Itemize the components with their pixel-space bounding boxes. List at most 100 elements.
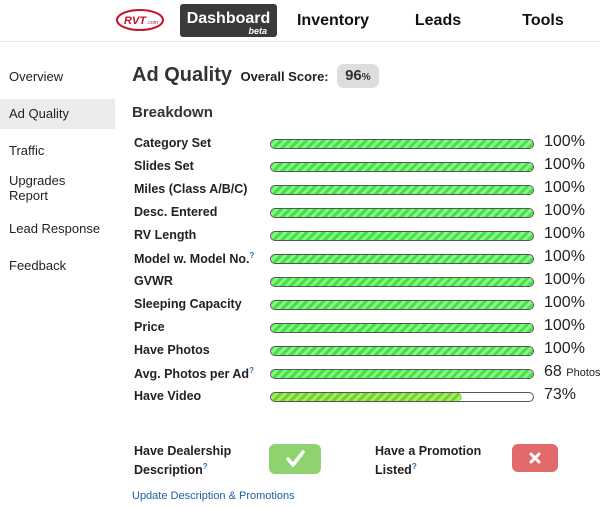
dealership-description-label: Have Dealership Description? — [134, 444, 231, 478]
dealership-status-button[interactable] — [269, 444, 321, 474]
help-icon[interactable]: ? — [249, 366, 254, 375]
breakdown-row-value: 100% — [544, 317, 585, 335]
breakdown-row-value: 100% — [544, 225, 585, 243]
title-row: Ad Quality Overall Score: 96% — [132, 64, 379, 94]
breakdown-row-label-text: Avg. Photos per Ad — [134, 367, 250, 382]
sidebar: Overview Ad Quality Traffic Upgrades Rep… — [0, 62, 115, 281]
score-bar-fill — [271, 163, 533, 171]
overall-score-badge: 96% — [337, 64, 379, 88]
score-bar — [270, 162, 534, 172]
score-bar-fill — [271, 255, 533, 263]
dealership-help-icon[interactable]: ? — [202, 462, 208, 471]
nav-leads[interactable]: Leads — [414, 12, 462, 29]
score-bar-fill — [271, 324, 533, 332]
breakdown-row-value: 100% — [544, 156, 585, 174]
nav-tools[interactable]: Tools — [522, 12, 564, 29]
breakdown-row: GVWR 100% — [134, 270, 600, 293]
breakdown-row-label-text: GVWR — [134, 274, 173, 288]
score-bar — [270, 392, 534, 402]
score-bar-fill — [271, 209, 533, 217]
sidebar-item-upgrades-report[interactable]: Upgrades Report — [9, 173, 66, 203]
breakdown-row: Category Set 100% — [134, 132, 600, 155]
breakdown-row-label: Avg. Photos per Ad? — [134, 366, 254, 381]
breakdown-row: RV Length 100% — [134, 224, 600, 247]
beta-badge: beta — [248, 26, 267, 36]
breakdown-row-label-text: Miles (Class A/B/C) — [134, 182, 248, 196]
breakdown-row-label-text: Have Photos — [134, 343, 210, 357]
breakdown-row-value: 100% — [544, 271, 585, 289]
breakdown-row-label: Price — [134, 320, 165, 334]
score-bar — [270, 277, 534, 287]
breakdown-row-value: 100% — [544, 202, 585, 220]
score-bar-fill — [271, 278, 533, 286]
breakdown-row: Sleeping Capacity 100% — [134, 293, 600, 316]
breakdown-row: Slides Set 100% — [134, 155, 600, 178]
promotion-help-icon[interactable]: ? — [411, 462, 417, 471]
rvt-logo[interactable]: RVT .com — [116, 9, 164, 31]
sidebar-item-feedback[interactable]: Feedback — [9, 258, 67, 273]
breakdown-row-value: 68 Photos — [544, 363, 600, 381]
dealership-label-line2: Description — [134, 463, 203, 478]
score-bar — [270, 300, 534, 310]
nav-dashboard[interactable]: Dashboard beta — [180, 4, 277, 37]
score-bar — [270, 185, 534, 195]
promotion-label-line2: Listed — [375, 463, 412, 478]
breakdown-row-value: 100% — [544, 248, 585, 266]
breakdown-row-label-text: Slides Set — [134, 159, 194, 173]
score-bar — [270, 139, 534, 149]
breakdown-row-label-text: Sleeping Capacity — [134, 297, 242, 311]
breakdown-row-label: GVWR — [134, 274, 173, 288]
breakdown-row-label: Have Photos — [134, 343, 210, 357]
breakdown-row: Avg. Photos per Ad? 68 Photos — [134, 362, 600, 385]
breakdown-row-value-number: 100% — [544, 271, 585, 288]
breakdown-row-label: Sleeping Capacity — [134, 297, 242, 311]
svg-text:.com: .com — [147, 20, 158, 26]
sidebar-item-traffic[interactable]: Traffic — [9, 143, 45, 158]
breakdown-row-value-number: 100% — [544, 133, 585, 150]
breakdown-row-value-number: 73% — [544, 386, 577, 403]
breakdown-row-value: 73% — [544, 386, 576, 404]
check-icon — [286, 450, 305, 467]
breakdown-row-value-number: 100% — [544, 248, 585, 265]
breakdown-row: Miles (Class A/B/C) 100% — [134, 178, 600, 201]
breakdown-row: Desc. Entered 100% — [134, 201, 600, 224]
breakdown-row-value-number: 100% — [544, 202, 585, 219]
promotion-label-line1: Have a Promotion — [375, 444, 482, 458]
nav-inventory[interactable]: Inventory — [296, 12, 369, 29]
breakdown-row-label-text: RV Length — [134, 228, 197, 242]
svg-text:RVT: RVT — [124, 15, 147, 27]
sidebar-item-overview[interactable]: Overview — [9, 69, 64, 84]
score-bar-fill — [271, 347, 533, 355]
breakdown-row-label: RV Length — [134, 228, 196, 242]
breakdown-heading: Breakdown — [132, 104, 213, 121]
breakdown-row-value-number: 100% — [544, 317, 585, 334]
score-bar-fill — [271, 301, 533, 309]
breakdown-row-label: Desc. Entered — [134, 205, 217, 219]
breakdown-row-label-text: Desc. Entered — [134, 205, 218, 219]
promotion-status-button[interactable] — [512, 444, 558, 472]
score-bar — [270, 208, 534, 218]
breakdown-row-label: Slides Set — [134, 159, 194, 173]
score-bar-fill — [271, 370, 533, 378]
breakdown-row-label-text: Category Set — [134, 136, 212, 150]
top-navigation: RVT .com Dashboard beta Inventory Leads … — [0, 0, 600, 42]
score-bar-fill — [271, 393, 463, 401]
score-bar-fill — [271, 232, 533, 240]
update-description-link[interactable]: Update Description & Promotions — [132, 490, 295, 502]
sidebar-item-ad-quality[interactable]: Ad Quality — [0, 99, 115, 129]
page-title: Ad Quality — [132, 64, 233, 86]
score-bar — [270, 369, 534, 379]
sidebar-item-lead-response[interactable]: Lead Response — [9, 221, 101, 236]
breakdown-row-label: Miles (Class A/B/C) — [134, 182, 247, 196]
breakdown-row-value: 100% — [544, 133, 585, 151]
score-bar — [270, 346, 534, 356]
breakdown-row-label: Have Video — [134, 389, 201, 403]
score-bar-fill — [271, 186, 533, 194]
breakdown-row-value-number: 100% — [544, 340, 585, 357]
dealership-label-line1: Have Dealership — [134, 444, 232, 458]
help-icon[interactable]: ? — [249, 251, 255, 260]
breakdown-row-value: 100% — [544, 294, 585, 312]
breakdown-row-value-number: 100% — [544, 225, 585, 242]
breakdown-row-label: Category Set — [134, 136, 211, 150]
breakdown-row-label-text: Price — [134, 320, 165, 334]
